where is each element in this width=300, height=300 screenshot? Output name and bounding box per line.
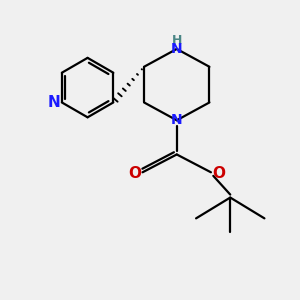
Text: N: N (171, 113, 183, 127)
Text: N: N (47, 95, 60, 110)
Text: N: N (171, 42, 183, 56)
Text: H: H (172, 34, 182, 47)
Text: O: O (129, 166, 142, 181)
Text: O: O (212, 166, 225, 181)
